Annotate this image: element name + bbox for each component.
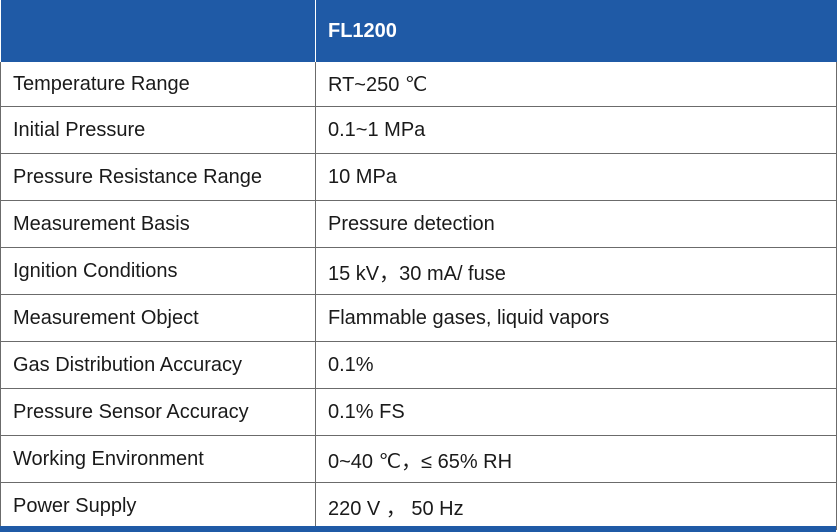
spec-label: Pressure Resistance Range (0, 153, 316, 201)
spec-label: Measurement Basis (0, 200, 316, 248)
header-row: FL1200 (0, 0, 837, 62)
table-row: Pressure Resistance Range 10 MPa (0, 153, 837, 201)
table-row: Power Supply 220 V ， 50 Hz (0, 482, 837, 530)
spec-label: Power Supply (0, 482, 316, 530)
spec-label: Measurement Object (0, 294, 316, 342)
spec-label: Initial Pressure (0, 106, 316, 154)
table-row: Working Environment 0~40 ℃，≤ 65% RH (0, 435, 837, 483)
table-row: Initial Pressure 0.1~1 MPa (0, 106, 837, 154)
bottom-accent-bar (0, 526, 836, 532)
spec-value: 15 kV，30 mA/ fuse (315, 247, 837, 295)
spec-label: Temperature Range (0, 62, 316, 107)
spec-value: 0.1% FS (315, 388, 837, 436)
spec-value: Pressure detection (315, 200, 837, 248)
table-row: Measurement Basis Pressure detection (0, 200, 837, 248)
spec-value: 0.1~1 MPa (315, 106, 837, 154)
header-blank-cell (0, 0, 316, 62)
spec-label: Gas Distribution Accuracy (0, 341, 316, 389)
spec-value: 0~40 ℃，≤ 65% RH (315, 435, 837, 483)
table-row: Temperature Range RT~250 ℃ (0, 62, 837, 107)
spec-label: Ignition Conditions (0, 247, 316, 295)
spec-label: Working Environment (0, 435, 316, 483)
spec-value: 220 V ， 50 Hz (315, 482, 837, 530)
table-row: Ignition Conditions 15 kV，30 mA/ fuse (0, 247, 837, 295)
table-row: Pressure Sensor Accuracy 0.1% FS (0, 388, 837, 436)
table-row: Measurement Object Flammable gases, liqu… (0, 294, 837, 342)
spec-value: Flammable gases, liquid vapors (315, 294, 837, 342)
spec-value: RT~250 ℃ (315, 62, 837, 107)
spec-value: 10 MPa (315, 153, 837, 201)
model-header: FL1200 (315, 0, 837, 62)
table-row: Gas Distribution Accuracy 0.1% (0, 341, 837, 389)
spec-label: Pressure Sensor Accuracy (0, 388, 316, 436)
spec-value: 0.1% (315, 341, 837, 389)
